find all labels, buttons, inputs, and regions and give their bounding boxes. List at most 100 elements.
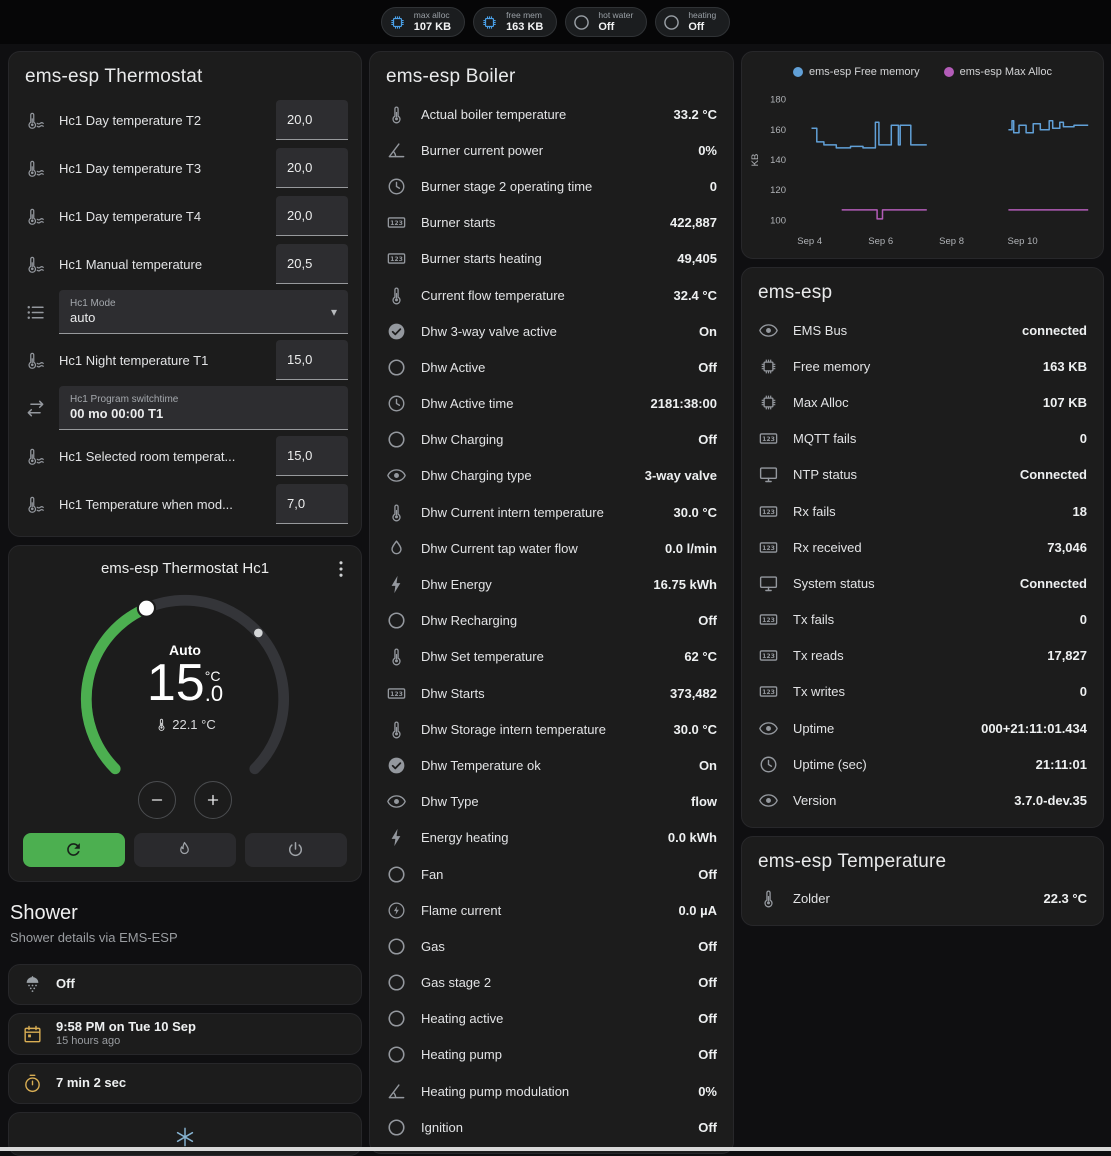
entity-row[interactable]: EMS Bus connected	[742, 312, 1103, 348]
entity-row[interactable]: Heating pump modulation 0%	[370, 1073, 733, 1109]
entity-row[interactable]: Dhw Current tap water flow 0.0 l/min	[370, 530, 733, 566]
entity-label: Burner starts	[421, 215, 496, 231]
entity-value: 16.75 kWh	[653, 577, 717, 593]
clock-icon	[386, 393, 407, 414]
entity-value: Off	[698, 613, 717, 629]
entity-label: Rx fails	[793, 503, 836, 519]
number-input[interactable]: 7,0	[276, 484, 348, 524]
entity-value: Off	[698, 938, 717, 954]
number-input[interactable]: 15,0	[276, 340, 348, 380]
entity-row[interactable]: Uptime 000+21:11:01.434	[742, 710, 1103, 746]
entity-row[interactable]: Heating active Off	[370, 1001, 733, 1037]
svg-text:Sep 6: Sep 6	[868, 236, 893, 247]
status-badge[interactable]: heating Off	[655, 7, 731, 37]
entity-value: Off	[698, 1011, 717, 1027]
entity-row[interactable]: MQTT fails 0	[742, 421, 1103, 457]
thermometer-icon	[386, 646, 407, 667]
entity-row[interactable]: Dhw Temperature ok On	[370, 747, 733, 783]
snowflake-icon	[174, 1126, 196, 1148]
shower-info-card[interactable]: 7 min 2 sec	[8, 1063, 362, 1104]
entity-value: 0	[709, 178, 717, 194]
entity-row[interactable]: Energy heating 0.0 kWh	[370, 820, 733, 856]
status-badge[interactable]: hot water Off	[565, 7, 648, 37]
number-input[interactable]: 15,0	[276, 436, 348, 476]
entity-value: 73,046	[1047, 539, 1087, 555]
entity-label: Dhw Energy	[421, 577, 492, 593]
entity-row[interactable]: Gas stage 2 Off	[370, 965, 733, 1001]
entity-row[interactable]: Current flow temperature 32.4 °C	[370, 277, 733, 313]
dial-current-marker	[254, 628, 263, 638]
hvac-mode-label: Auto	[169, 642, 201, 659]
mode-select[interactable]: Hc1 Mode auto ▾	[59, 290, 348, 334]
entity-row[interactable]: System status Connected	[742, 565, 1103, 601]
entity-row[interactable]: Dhw Set temperature 62 °C	[370, 639, 733, 675]
section-title: Shower	[10, 902, 78, 924]
entity-row[interactable]: Dhw Current intern temperature 30.0 °C	[370, 494, 733, 530]
entity-row[interactable]: Heating pump Off	[370, 1037, 733, 1073]
entity-row[interactable]: Gas Off	[370, 928, 733, 964]
entity-row[interactable]: Tx reads 17,827	[742, 638, 1103, 674]
entity-row[interactable]: Dhw Storage intern temperature 30.0 °C	[370, 711, 733, 747]
number-input[interactable]: 20,5	[276, 244, 348, 284]
entity-row[interactable]: Max Alloc 107 KB	[742, 384, 1103, 420]
entity-row[interactable]: Dhw 3-way valve active On	[370, 313, 733, 349]
number-input[interactable]: 20,0	[276, 148, 348, 188]
entity-row[interactable]: Burner starts heating 49,405	[370, 241, 733, 277]
entity-row[interactable]: Dhw Energy 16.75 kWh	[370, 566, 733, 602]
entity-row[interactable]: NTP status Connected	[742, 457, 1103, 493]
entity-row[interactable]: Version 3.7.0-dev.35	[742, 782, 1103, 818]
entity-row[interactable]: Fan Off	[370, 856, 733, 892]
entity-row[interactable]: Dhw Recharging Off	[370, 603, 733, 639]
entity-row[interactable]: Dhw Charging type 3-way valve	[370, 458, 733, 494]
more-options-icon[interactable]	[330, 558, 352, 580]
entity-row[interactable]: Burner starts 422,887	[370, 205, 733, 241]
entity-row[interactable]: Ignition Off	[370, 1109, 733, 1145]
shower-info-card[interactable]: 9:58 PM on Tue 10 Sep 15 hours ago	[8, 1013, 362, 1055]
shower-info-card[interactable]: Off	[8, 964, 362, 1005]
circle-o-icon	[386, 429, 407, 450]
number-input[interactable]: 20,0	[276, 196, 348, 236]
entity-row[interactable]: Dhw Active time 2181:38:00	[370, 386, 733, 422]
legend-item[interactable]: ems-esp Max Alloc	[943, 66, 1052, 78]
entity-row[interactable]: Actual boiler temperature 33.2 °C	[370, 96, 733, 132]
entity-row[interactable]: Flame current 0.0 µA	[370, 892, 733, 928]
circle-o-icon	[386, 864, 407, 885]
entity-row[interactable]: Burner stage 2 operating time 0	[370, 168, 733, 204]
card-primary-text: 7 min 2 sec	[56, 1075, 127, 1091]
increase-temp-button[interactable]	[194, 781, 232, 819]
entity-label: Burner stage 2 operating time	[421, 178, 593, 194]
entity-row[interactable]: Burner current power 0%	[370, 132, 733, 168]
entity-value: 22.3 °C	[1043, 891, 1087, 907]
entity-row[interactable]: Tx writes 0	[742, 674, 1103, 710]
hvac-mode-button[interactable]	[134, 833, 236, 867]
entity-value: 62 °C	[684, 649, 717, 665]
eye-icon	[386, 465, 407, 486]
entity-value: 422,887	[670, 215, 717, 231]
entity-row[interactable]: Dhw Type flow	[370, 784, 733, 820]
shower-icon	[22, 974, 43, 995]
entity-row[interactable]: Dhw Active Off	[370, 349, 733, 385]
text-input[interactable]: Hc1 Program switchtime 00 mo 00:00 T1	[59, 386, 348, 430]
entity-value: Connected	[1019, 575, 1087, 591]
entity-row[interactable]: Tx fails 0	[742, 602, 1103, 638]
legend-item[interactable]: ems-esp Free memory	[793, 66, 920, 78]
entity-row[interactable]: Rx received 73,046	[742, 529, 1103, 565]
status-badge[interactable]: max alloc 107 KB	[380, 7, 466, 37]
entity-row[interactable]: Rx fails 18	[742, 493, 1103, 529]
hvac-mode-button[interactable]	[245, 833, 347, 867]
entity-row[interactable]: Uptime (sec) 21:11:01	[742, 746, 1103, 782]
entity-row[interactable]: Dhw Charging Off	[370, 422, 733, 458]
svg-text:180: 180	[770, 95, 786, 106]
thermometer-icon	[386, 719, 407, 740]
number-input[interactable]: 20,0	[276, 100, 348, 140]
hvac-mode-button[interactable]	[23, 833, 125, 867]
decrease-temp-button[interactable]	[138, 781, 176, 819]
entity-row[interactable]: Zolder 22.3 °C	[742, 881, 1103, 917]
entity-row[interactable]: Dhw Starts 373,482	[370, 675, 733, 711]
top-bar: max alloc 107 KB free mem 163 KB hot wat…	[0, 0, 1111, 44]
status-badge[interactable]: free mem 163 KB	[473, 7, 558, 37]
dial-gauge[interactable]	[67, 581, 303, 817]
current-temperature: 22.1 °C	[154, 717, 216, 732]
entity-row[interactable]: Free memory 163 KB	[742, 348, 1103, 384]
chip-icon	[758, 356, 779, 377]
